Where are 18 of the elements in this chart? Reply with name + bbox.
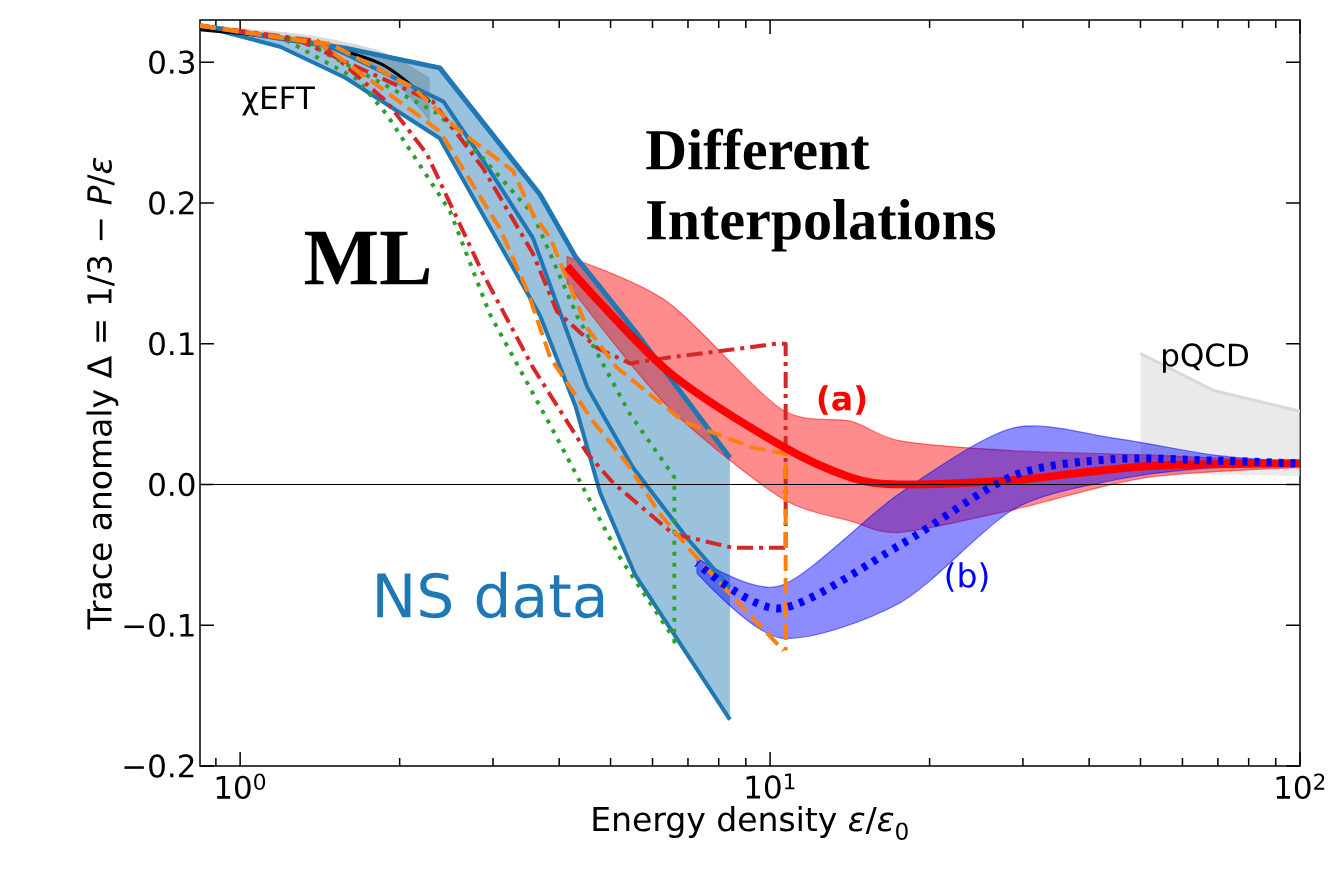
y-tick-label: −0.2 [124,754,194,778]
annotation: ML [304,231,430,285]
annotation: pQCD [1163,343,1248,373]
annotation: χEFT [242,86,315,116]
y-tick-label: −0.1 [124,613,194,637]
y-tick-label: 0.0 [149,472,195,497]
y-tick-label: 0.2 [149,191,194,215]
y-axis-title: Trace anomaly Δ = 1/3 − P/ε [86,157,119,630]
annotation: (a) [818,385,866,415]
y-tick-label: 0.3 [149,50,194,74]
x-tick-label: 10$^{1}$ [746,773,795,799]
annotation: NS data [377,571,604,619]
annotation: Different Interpolations [646,128,996,252]
x-axis-title: Energy density ε/ε$_{0}$ [593,805,908,840]
y-tick-label: 0.1 [149,332,194,356]
x-tick-label: 10$^{0}$ [216,773,266,800]
x-tick-label: 10$^{2}$ [1276,773,1325,800]
annotation: (b) [946,562,988,592]
